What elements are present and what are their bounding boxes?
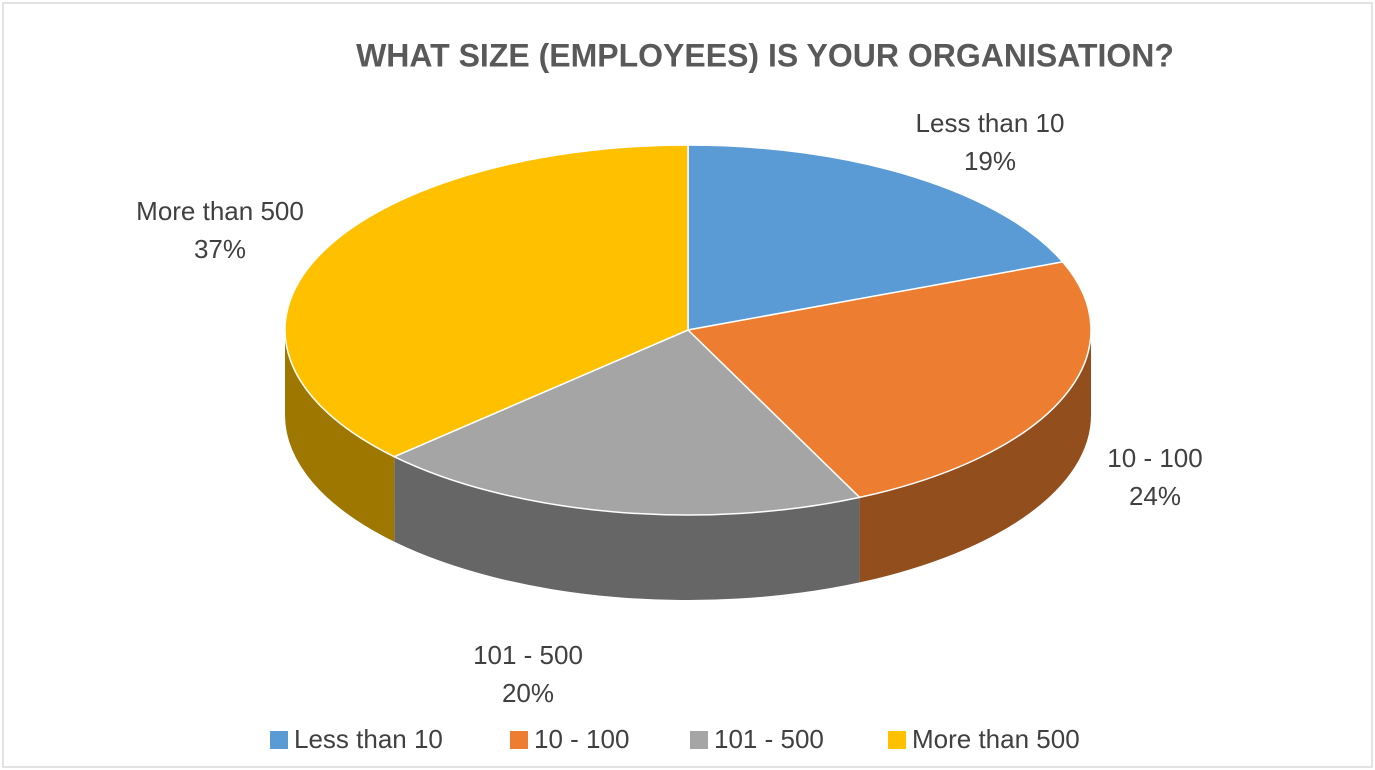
slice — [284, 144, 689, 458]
data-label-category: 10 - 100 — [1107, 443, 1202, 473]
legend-label: More than 500 — [912, 724, 1080, 754]
legend-label: 101 - 500 — [714, 724, 824, 754]
legend-label: 10 - 100 — [534, 724, 629, 754]
slice — [392, 329, 862, 516]
chart-title: WHAT SIZE (EMPLOYEES) IS YOUR ORGANISATI… — [356, 37, 1174, 73]
slice-side — [285, 330, 395, 542]
slice-side — [394, 456, 860, 600]
legend-swatch — [690, 731, 708, 749]
slice-side — [859, 330, 1091, 583]
legend-swatch — [510, 731, 528, 749]
slice — [686, 261, 1092, 499]
data-label-value: 37% — [194, 234, 246, 264]
legend-swatch — [888, 731, 906, 749]
data-label-category: Less than 10 — [916, 108, 1065, 138]
slice — [687, 144, 1065, 331]
legend-label: Less than 10 — [294, 724, 443, 754]
data-label-value: 19% — [964, 146, 1016, 176]
legend-swatch — [270, 731, 288, 749]
data-label-category: 101 - 500 — [473, 640, 583, 670]
data-label-value: 20% — [502, 678, 554, 708]
data-label-value: 24% — [1129, 481, 1181, 511]
data-label-category: More than 500 — [136, 196, 304, 226]
